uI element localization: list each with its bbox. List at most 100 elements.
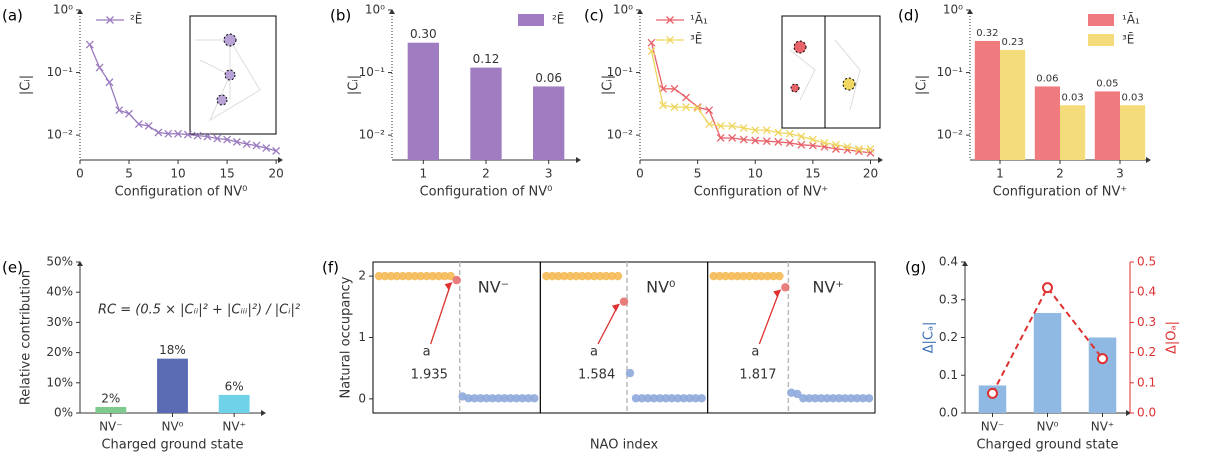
value-label: 0.06 bbox=[1036, 73, 1058, 84]
point bbox=[805, 394, 814, 403]
annotation: a bbox=[751, 345, 759, 360]
y-axis-label: Relative contribution bbox=[19, 270, 34, 405]
inset-frame bbox=[781, 15, 881, 129]
point bbox=[374, 271, 384, 281]
point bbox=[422, 271, 431, 281]
y-tick-label: 0.1 bbox=[1137, 375, 1156, 389]
y-tick-label: 0.2 bbox=[939, 330, 958, 344]
point bbox=[494, 394, 503, 403]
x-tick-label: 15 bbox=[219, 167, 234, 181]
marker bbox=[164, 129, 173, 138]
value-label: 1.584 bbox=[578, 368, 615, 383]
marker bbox=[797, 132, 806, 141]
point bbox=[464, 394, 473, 403]
y-tick-label: 0.0 bbox=[939, 406, 958, 420]
marker bbox=[705, 106, 714, 115]
point bbox=[769, 271, 778, 281]
marker bbox=[739, 124, 748, 132]
y-tick-label: 0.5 bbox=[1137, 255, 1156, 269]
x-tick-label: 0 bbox=[76, 167, 84, 181]
point bbox=[775, 271, 784, 281]
y-axis-label: Δ|Cₐ| bbox=[922, 322, 937, 354]
x-tick-label: NV⁰ bbox=[162, 420, 184, 434]
axis-arrow bbox=[1146, 157, 1151, 163]
legend-marker bbox=[666, 16, 674, 24]
point bbox=[655, 394, 665, 403]
bar bbox=[1088, 337, 1117, 413]
point bbox=[727, 271, 736, 281]
y-tick-label: 10⁻² bbox=[47, 128, 74, 142]
point bbox=[757, 271, 766, 281]
marker bbox=[762, 126, 771, 135]
value-label: 6% bbox=[225, 379, 244, 393]
marker bbox=[1042, 282, 1053, 294]
point bbox=[811, 394, 820, 403]
y-tick-label: 0.3 bbox=[939, 292, 958, 306]
marker bbox=[183, 130, 192, 139]
marker bbox=[252, 141, 261, 150]
legend-marker bbox=[106, 16, 114, 24]
marker bbox=[866, 145, 875, 153]
marker bbox=[716, 122, 725, 130]
point bbox=[858, 394, 868, 403]
y-tick-label: 0% bbox=[54, 406, 73, 420]
bar bbox=[95, 406, 127, 413]
y-axis-label: |Cᵢ| bbox=[601, 75, 616, 95]
axis-arrow bbox=[261, 410, 266, 416]
legend-label: ¹Ā₁ bbox=[1122, 13, 1140, 27]
value-label: 0.30 bbox=[410, 27, 437, 41]
x-tick-label: 0 bbox=[636, 167, 644, 181]
legend-swatch bbox=[518, 14, 544, 26]
x-axis-label: Configuration of NV⁰ bbox=[420, 185, 553, 200]
legend-marker bbox=[666, 36, 674, 44]
x-axis-label: Configuration of NV⁰ bbox=[115, 185, 248, 200]
axis-arrow bbox=[576, 157, 581, 163]
y-tick-label: 10% bbox=[46, 375, 73, 389]
bar bbox=[1033, 312, 1062, 413]
point bbox=[488, 394, 497, 403]
point bbox=[852, 394, 862, 403]
point bbox=[745, 271, 754, 281]
y-tick-label: 0.3 bbox=[1137, 315, 1156, 329]
y-tick-label: 10⁻¹ bbox=[937, 65, 964, 79]
panel-name: NV⁻ bbox=[478, 278, 509, 297]
x-tick-label: 5 bbox=[125, 167, 133, 181]
panel-label: (f) bbox=[322, 259, 339, 277]
axis-arrow bbox=[962, 261, 968, 266]
point bbox=[643, 394, 653, 403]
annotation-arrow bbox=[597, 305, 619, 345]
value-label: 0.32 bbox=[976, 28, 998, 39]
y-tick-label: 10⁰ bbox=[53, 3, 73, 17]
marker bbox=[820, 138, 829, 147]
marker bbox=[762, 137, 771, 146]
panel-name: NV⁰ bbox=[646, 278, 675, 297]
marker bbox=[728, 134, 737, 142]
marker bbox=[262, 144, 271, 153]
value-label: 1.817 bbox=[739, 368, 776, 383]
value-label: 0.05 bbox=[1096, 78, 1118, 89]
value-label: 0.12 bbox=[473, 52, 500, 66]
legend-label: ²Ē bbox=[552, 13, 564, 27]
x-tick-label: 20 bbox=[268, 167, 283, 181]
point bbox=[500, 394, 509, 403]
point bbox=[542, 271, 551, 281]
value-label: 0.03 bbox=[1121, 92, 1143, 103]
marker bbox=[774, 137, 783, 146]
panel-label: (g) bbox=[905, 259, 926, 277]
marker bbox=[843, 142, 852, 151]
point bbox=[828, 394, 838, 403]
y2-axis-label: Δ|Oₐ| bbox=[1165, 321, 1180, 354]
x-axis-label: Configuration of NV⁺ bbox=[993, 185, 1127, 200]
inset-c bbox=[781, 15, 881, 129]
marker bbox=[85, 40, 94, 49]
value-label: 0.23 bbox=[1001, 37, 1023, 48]
marker bbox=[831, 140, 840, 149]
y-tick-label: 0.4 bbox=[1137, 285, 1156, 299]
point bbox=[560, 271, 569, 281]
point bbox=[799, 394, 808, 403]
x-tick-label: 2 bbox=[1056, 167, 1064, 181]
marker bbox=[705, 120, 714, 129]
point bbox=[380, 271, 390, 281]
bar bbox=[533, 86, 565, 160]
inset-a bbox=[189, 15, 277, 135]
